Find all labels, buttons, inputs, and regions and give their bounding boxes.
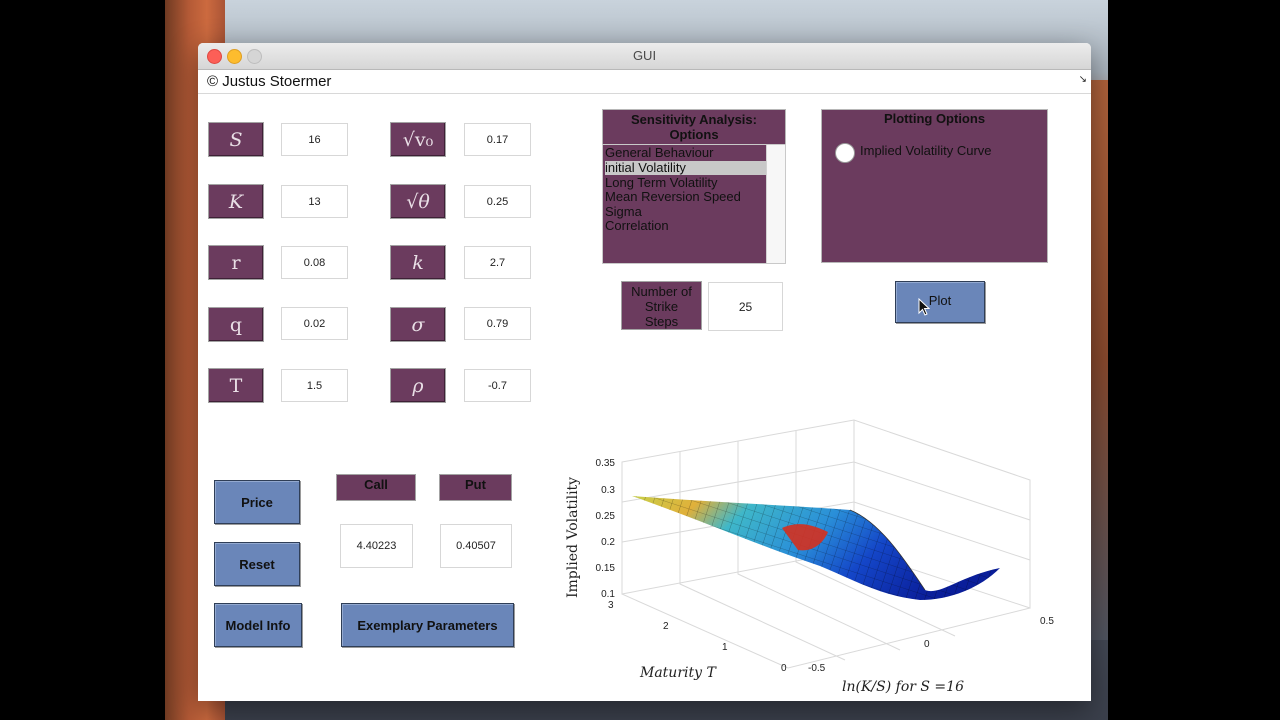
copyright-text: © Justus Stoermer [207,73,332,90]
moneyness-tick: -0.5 [808,663,826,674]
plot-button[interactable]: Plot [895,281,985,323]
close-icon[interactable] [207,49,222,64]
param-input-S[interactable]: 16 [281,123,348,156]
plotting-options-title: Plotting Options [883,111,986,126]
strike-steps-label-line2: Strike [644,299,679,314]
param-input-rho[interactable]: -0.7 [464,369,531,402]
resize-icon[interactable]: ↘ [1078,74,1087,85]
desktop-rock-right [1090,80,1108,640]
param-label-sqrt-v0: √v₀ [390,122,446,157]
implied-vol-radio-label: Implied Volatility Curve [860,143,992,158]
list-item-selected[interactable]: initial Volatility [605,161,767,175]
z-axis-ticks: 0.35 0.3 0.25 0.2 0.15 0.1 [596,458,616,600]
strike-steps-label-line3: Steps [644,314,679,329]
maturity-tick: 2 [663,621,669,632]
title-bar[interactable]: GUI [198,43,1091,70]
strike-steps-label: Number of Strike Steps [621,281,702,330]
sensitivity-options-list[interactable]: General Behaviour initial Volatility Lon… [602,144,786,264]
param-label-sqrt-theta: √θ [390,184,446,219]
param-input-q[interactable]: 0.02 [281,307,348,340]
param-input-K[interactable]: 13 [281,185,348,218]
param-input-k[interactable]: 2.7 [464,246,531,279]
strike-steps-input[interactable]: 25 [708,282,783,331]
sensitivity-panel: Sensitivity Analysis: Options [602,109,786,145]
z-tick: 0.25 [596,511,616,522]
z-tick: 0.2 [601,537,615,548]
list-item[interactable]: Sigma [605,205,642,219]
moneyness-tick: 0.5 [1040,616,1054,627]
moneyness-axis-label: ln(K/S) for S =16 [842,679,964,695]
call-price-value: 4.40223 [340,524,413,568]
list-item[interactable]: General Behaviour [605,146,714,160]
param-input-T[interactable]: 1.5 [281,369,348,402]
maximize-icon[interactable] [247,49,262,64]
maturity-tick: 3 [608,600,614,611]
param-label-r: r [208,245,264,280]
z-tick: 0.3 [601,485,615,496]
sensitivity-title-line2: Options [669,127,719,142]
reset-button[interactable]: Reset [214,542,300,586]
list-item[interactable]: Correlation [605,219,669,233]
param-label-rho: ρ [390,368,446,403]
param-label-T: T [208,368,264,403]
plotting-options-panel: Plotting Options [821,109,1048,263]
param-label-S: S [208,122,264,157]
moneyness-tick: 0 [924,639,930,650]
param-label-K: K [208,184,264,219]
implied-vol-radio[interactable] [835,143,855,163]
z-tick: 0.15 [596,563,616,574]
param-label-sigma: σ [390,307,446,342]
menu-bar: © Justus Stoermer ↘ [198,70,1091,94]
implied-volatility-surface-plot: 0.35 0.3 0.25 0.2 0.15 0.1 3 2 1 0 -0.5 … [565,419,1054,695]
price-button[interactable]: Price [214,480,300,524]
moneyness-axis-ticks: -0.5 0 0.5 [808,616,1054,674]
plot-box [621,419,1031,669]
strike-steps-label-line1: Number of [631,284,692,299]
param-label-k: k [390,245,446,280]
list-item[interactable]: Long Term Volatility [605,176,718,190]
sensitivity-title-line1: Sensitivity Analysis: [631,112,757,127]
z-tick: 0.35 [596,458,616,469]
surface [632,496,1000,600]
z-axis-label: Implied Volatility [565,477,581,598]
param-label-q: q [208,307,264,342]
maturity-axis-label: Maturity T [639,665,717,681]
maturity-tick: 0 [781,663,787,674]
list-scrollbar[interactable] [766,145,785,263]
exemplary-parameters-button[interactable]: Exemplary Parameters [341,603,514,647]
maturity-tick: 1 [722,642,728,653]
mouse-pointer-icon [918,298,930,316]
param-input-sqrt-v0[interactable]: 0.17 [464,123,531,156]
window-title: GUI [632,48,657,63]
param-input-sigma[interactable]: 0.79 [464,307,531,340]
minimize-icon[interactable] [227,49,242,64]
maturity-axis-ticks: 3 2 1 0 [608,600,787,674]
call-label: Call [336,474,416,501]
put-price-value: 0.40507 [440,524,512,568]
z-tick: 0.1 [601,589,615,600]
list-item[interactable]: Mean Reversion Speed [605,190,741,204]
model-info-button[interactable]: Model Info [214,603,302,647]
put-label: Put [439,474,512,501]
param-input-r[interactable]: 0.08 [281,246,348,279]
param-input-sqrt-theta[interactable]: 0.25 [464,185,531,218]
